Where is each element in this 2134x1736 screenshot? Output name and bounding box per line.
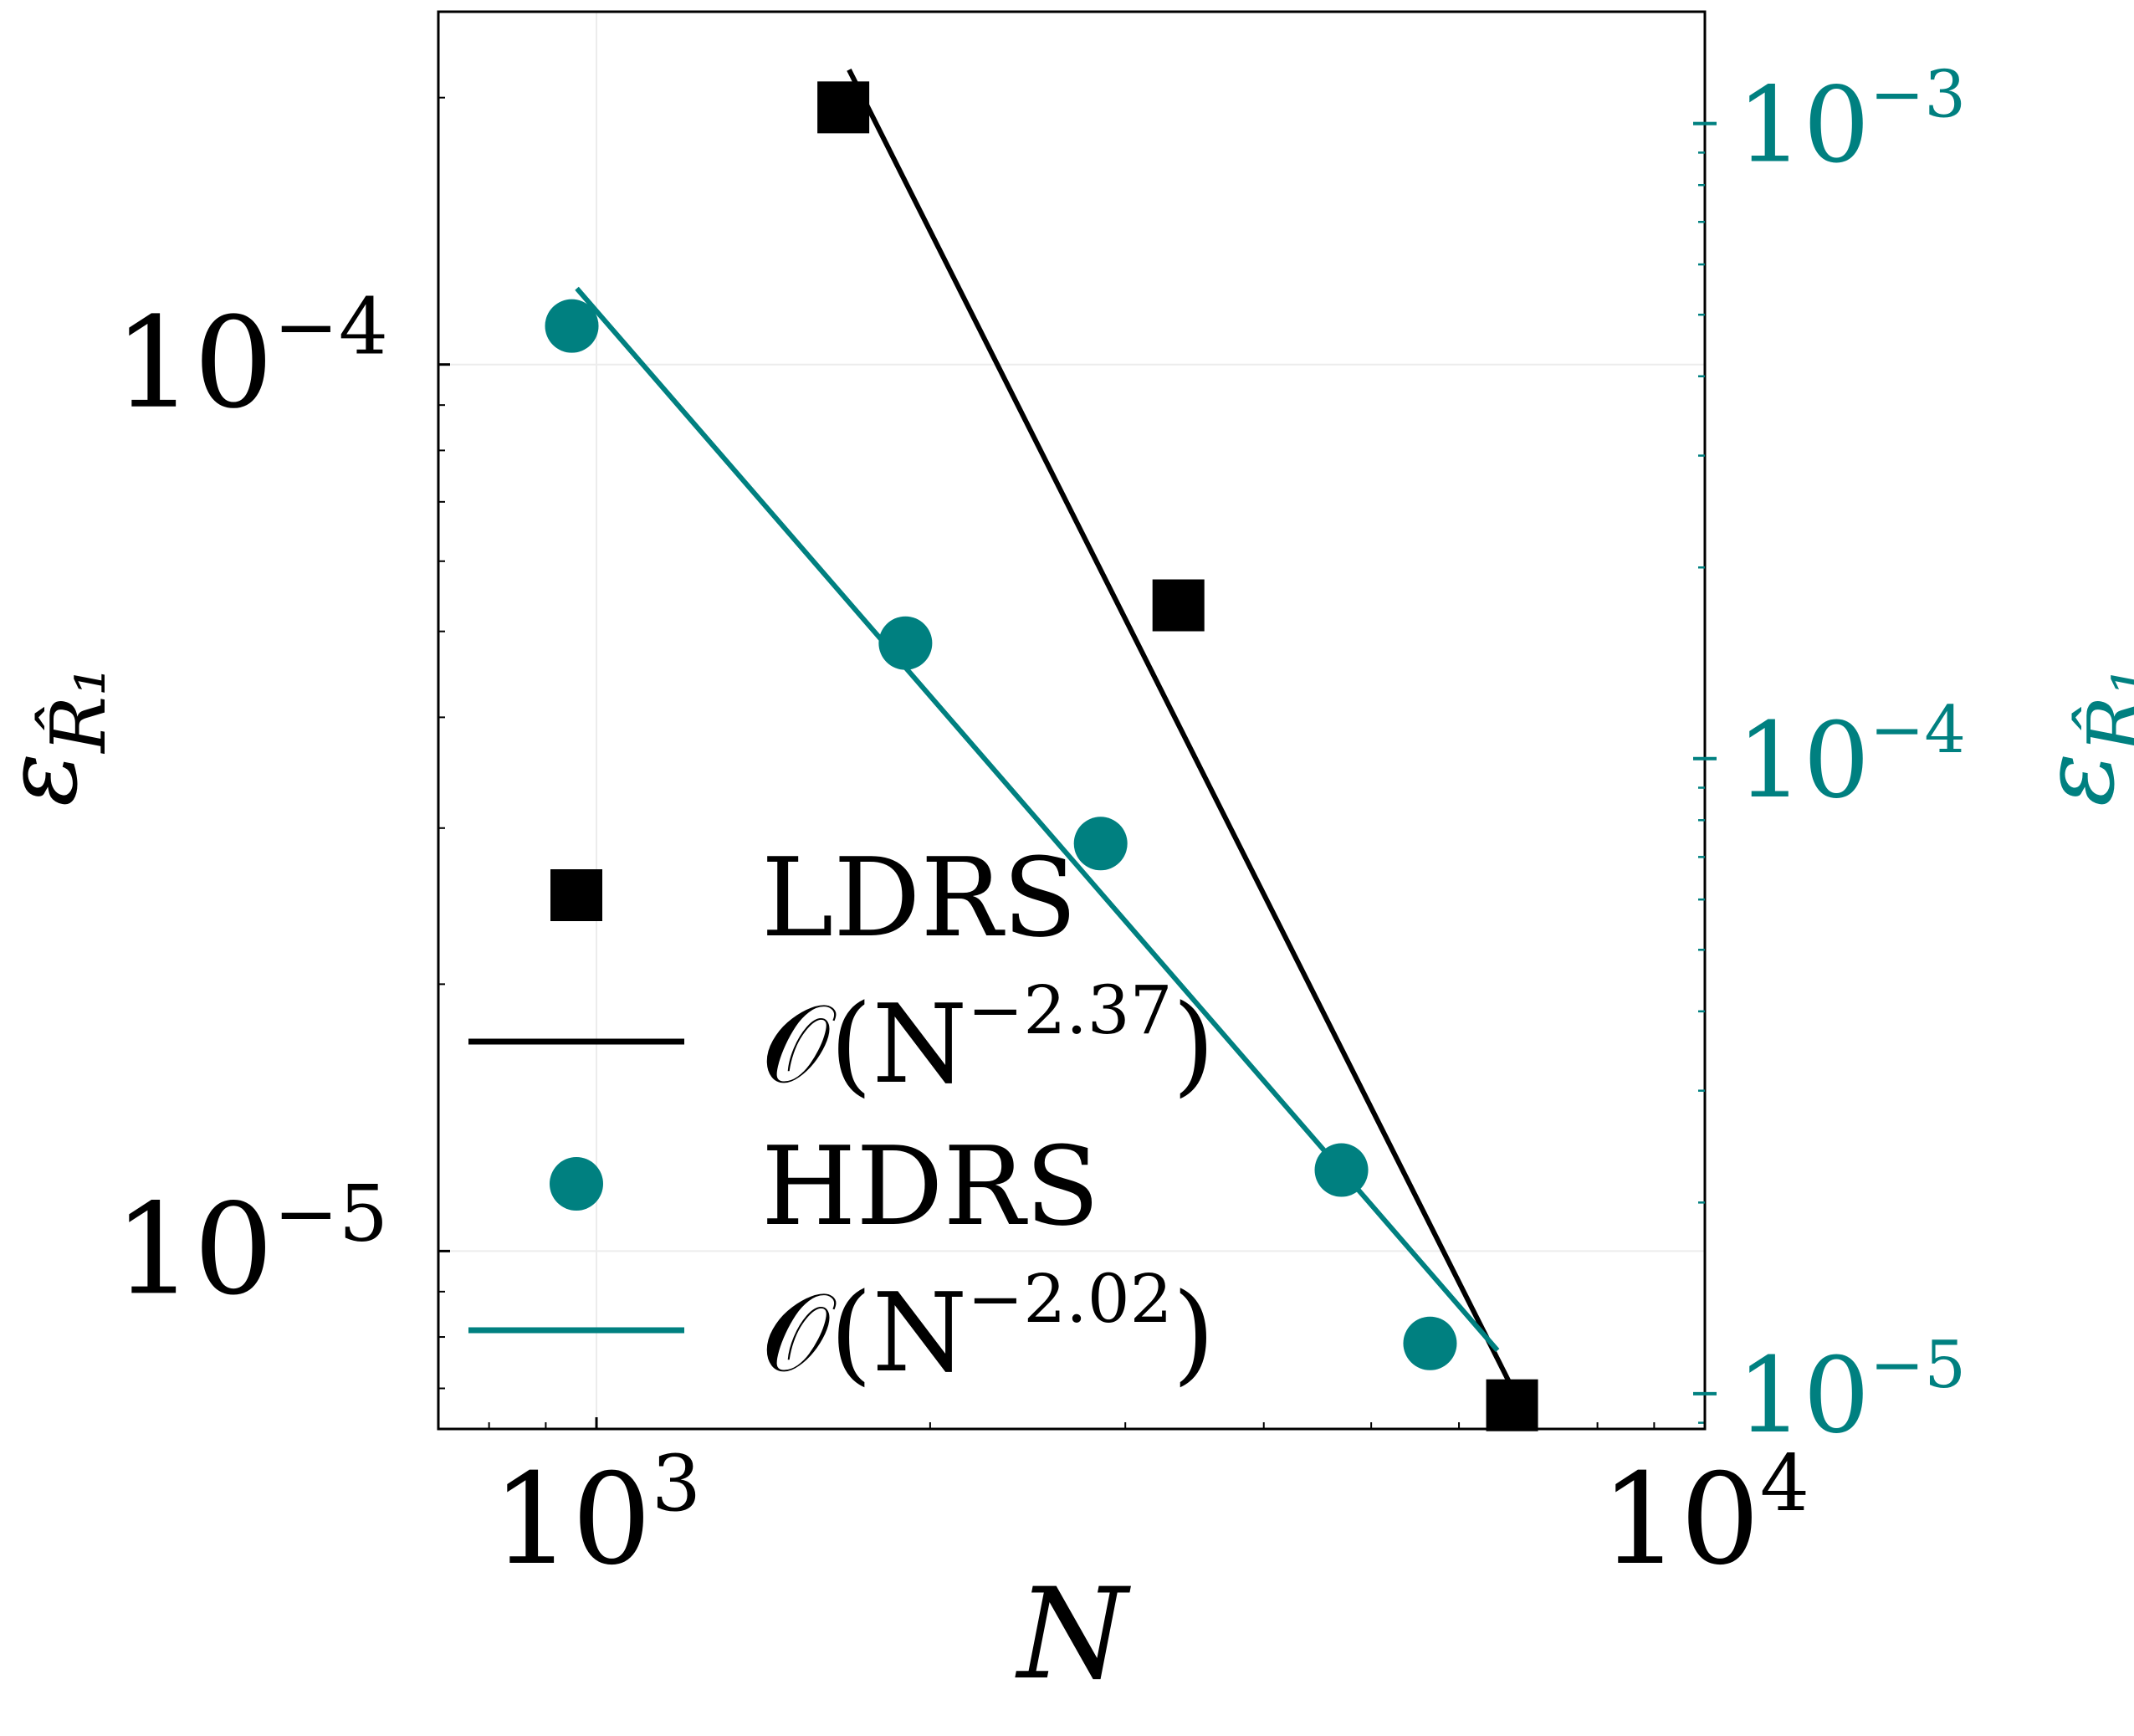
x-axis-label: N xyxy=(1015,1562,1131,1708)
left-y-tick-label-1: 10−5 xyxy=(114,1168,388,1323)
legend-label-exponent: −2.02 xyxy=(967,1260,1172,1338)
right-y-tick-label-0-exponent: −3 xyxy=(1870,58,1966,133)
left-y-tick-label-0-base: 10 xyxy=(114,291,274,437)
right-y-tick-label-1-exponent: −4 xyxy=(1870,693,1966,768)
right-y-tick-label-2: 10−5 xyxy=(1737,1328,1966,1457)
fit-line-3 xyxy=(575,286,1500,1353)
right-y-tick-label-0-base: 10 xyxy=(1737,65,1870,187)
left-y-axis: 10−410−5 xyxy=(114,96,450,1390)
left-y-tick-label-0: 10−4 xyxy=(114,282,388,437)
plot-frame xyxy=(437,10,1707,1431)
right-y-tick-label-1: 10−4 xyxy=(1737,693,1966,822)
left-y-tick-label-1-exponent: −5 xyxy=(274,1168,388,1258)
right-y-tick-label-0: 10−3 xyxy=(1737,58,1966,187)
x-tick-label-1-exponent: 4 xyxy=(1760,1438,1809,1529)
right-y-tick-label-2-exponent: −5 xyxy=(1870,1328,1966,1403)
right-y-axis-label: εR̂₁ xyxy=(2020,666,2134,807)
hdrs-marker xyxy=(1403,1316,1457,1370)
right-y-label-subscript: R̂₁ xyxy=(2072,666,2134,755)
legend-label-base: 𝒪(N xyxy=(761,981,967,1108)
right-y-axis: 10−310−410−5 xyxy=(1693,58,1966,1457)
legend-label-2: HDRS xyxy=(761,1123,1100,1250)
legend-label-0: LDRS xyxy=(761,834,1077,961)
ldrs-marker xyxy=(1152,579,1205,632)
legend-label-exponent: −2.37 xyxy=(967,971,1172,1049)
x-axis: 103 104 xyxy=(488,1417,1809,1593)
left-y-axis-label: εR̂₁ xyxy=(0,666,123,807)
legend-label-base: 𝒪(N xyxy=(761,1269,967,1396)
svg-text:εR̂₁: εR̂₁ xyxy=(0,666,123,807)
x-tick-label-1-base: 10 xyxy=(1600,1447,1760,1593)
x-tick-label-1: 104 xyxy=(1600,1438,1809,1593)
legend-label-tail: ) xyxy=(1173,1269,1215,1396)
right-y-tick-label-2-base: 10 xyxy=(1737,1335,1870,1457)
right-y-tick-label-1-base: 10 xyxy=(1737,700,1870,822)
legend-label-1: 𝒪(N−2.37) xyxy=(761,971,1215,1108)
left-y-label-subscript: R̂₁ xyxy=(35,666,123,755)
right-y-label-epsilon: ε xyxy=(2020,753,2134,807)
legend-circle xyxy=(550,1157,603,1211)
x-tick-label-0-exponent: 3 xyxy=(652,1438,701,1529)
legend-label-tail: ) xyxy=(1173,981,1215,1108)
hdrs-marker xyxy=(1073,817,1128,871)
left-y-label-epsilon: ε xyxy=(0,753,100,807)
hdrs-marker xyxy=(878,616,933,670)
svg-text:εR̂₁: εR̂₁ xyxy=(2020,666,2134,807)
left-y-tick-label-0-exponent: −4 xyxy=(274,282,388,372)
left-y-tick-label-1-base: 10 xyxy=(114,1177,274,1323)
legend-square xyxy=(550,869,602,921)
hdrs-marker xyxy=(545,299,599,353)
series-layer xyxy=(545,69,1538,1431)
x-tick-label-0: 103 xyxy=(492,1438,701,1593)
legend-label-3: 𝒪(N−2.02) xyxy=(761,1260,1215,1396)
x-tick-label-0-base: 10 xyxy=(492,1447,652,1593)
fit-line-1 xyxy=(847,69,1533,1425)
